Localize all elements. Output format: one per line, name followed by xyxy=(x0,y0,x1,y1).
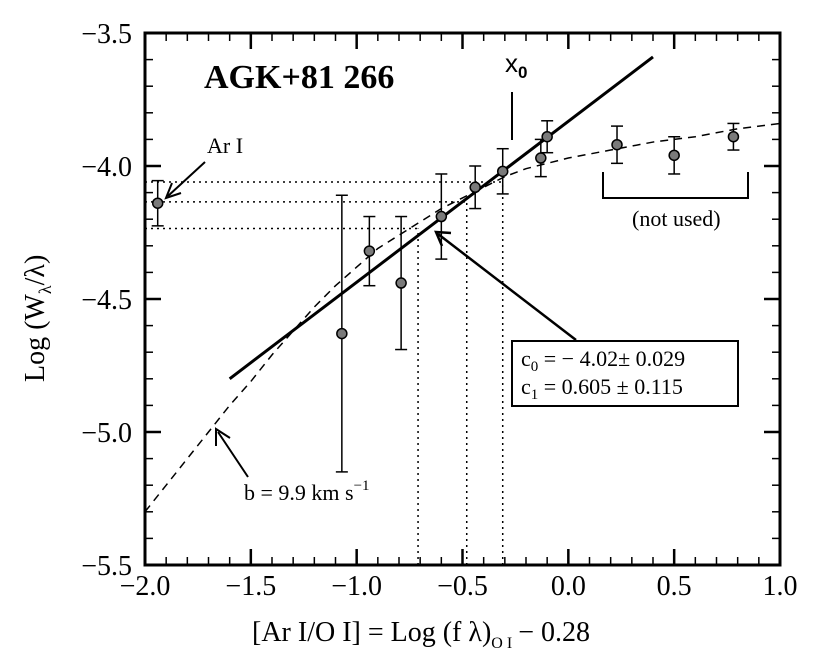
fit-box-arrow xyxy=(437,233,577,341)
y-axis-label-pre: Log (W xyxy=(20,294,51,382)
x0-label-main: x xyxy=(505,48,518,78)
fit-c1-rest: = 0.605 ± 0.115 xyxy=(538,374,683,399)
ar-i-label: Ar I xyxy=(207,133,243,158)
fit-box-arrowhead xyxy=(434,230,452,247)
x-axis-label-sub: O I xyxy=(491,635,512,652)
data-point xyxy=(496,165,509,178)
b-label-sup: −1 xyxy=(354,478,370,494)
y-axis-label: Log (Wλ/λ) xyxy=(20,255,55,382)
data-point xyxy=(435,210,448,223)
axis-ticks xyxy=(143,31,782,567)
y-axis-label-post: /λ) xyxy=(20,255,51,286)
data-point xyxy=(535,152,547,164)
y-tick-label: −5.5 xyxy=(81,551,132,582)
x-tick-label: 0.0 xyxy=(551,571,586,602)
x-axis-label: [Ar I/O I] = Log (f λ)O I − 0.28 xyxy=(252,617,590,652)
ar-i-arrow xyxy=(167,161,206,197)
plot-frame xyxy=(143,31,782,567)
b-label-arrowhead xyxy=(215,427,231,446)
data-point xyxy=(336,327,348,340)
fit-c1-sub: 1 xyxy=(531,387,539,403)
b-parameter-label: b = 9.9 km s−1 xyxy=(244,478,370,505)
curve-of-growth xyxy=(144,122,781,513)
x-tick-label: 1.0 xyxy=(763,571,798,602)
fit-parameters-box xyxy=(511,340,739,407)
chart-title: AGK+81 266 xyxy=(204,59,394,96)
x-tick-label: −0.5 xyxy=(437,571,488,602)
y-axis-label-sub: λ xyxy=(35,285,55,294)
b-label-arrow xyxy=(217,431,249,478)
b-label-main: b = 9.9 km s xyxy=(244,480,354,505)
fit-c1-text: c1 = 0.605 ± 0.115 xyxy=(521,374,683,403)
x-axis-label-tail: − 0.28 xyxy=(518,617,590,648)
x-tick-label: −1.5 xyxy=(225,571,276,602)
fit-c0-text: c0 = − 4.02± 0.029 xyxy=(521,346,685,375)
ar-i-arrowhead xyxy=(164,182,182,200)
x-tick-label: −1.0 xyxy=(331,571,382,602)
x0-label-sub: 0 xyxy=(518,63,527,82)
x-axis-label-main: [Ar I/O I] = Log (f λ) xyxy=(252,617,491,648)
data-point xyxy=(469,181,481,194)
curve-of-growth-line xyxy=(144,122,781,513)
not-used-label: (not used) xyxy=(632,206,721,231)
data-points xyxy=(151,120,740,473)
y-tick-label: −3.5 xyxy=(81,19,132,50)
x-tick-label: −2.0 xyxy=(120,571,171,602)
dotted-guide-lines xyxy=(145,181,504,565)
y-tick-label: −4.0 xyxy=(81,152,132,183)
fit-c1-pre: c xyxy=(521,374,531,399)
data-point xyxy=(151,197,164,209)
data-point xyxy=(727,130,740,143)
data-point xyxy=(363,245,376,257)
annotations: AGK+81 266 x0 Ar I (not used) c0 = − 4.0… xyxy=(164,48,749,505)
data-point xyxy=(611,138,623,151)
data-point xyxy=(541,130,553,143)
x-tick-label: 0.5 xyxy=(657,571,692,602)
y-tick-label: −5.0 xyxy=(81,418,132,449)
fit-c0-sub: 0 xyxy=(531,359,539,375)
y-tick-label: −4.5 xyxy=(81,285,132,316)
fit-c0-rest: = − 4.02± 0.029 xyxy=(538,346,685,371)
data-point xyxy=(395,277,407,289)
data-point xyxy=(668,149,680,162)
fit-c0-pre: c xyxy=(521,346,531,371)
not-used-bracket xyxy=(602,172,749,199)
tick-labels: −2.0 −1.5 −1.0 −0.5 0.0 0.5 1.0 −5.5 −5.0 −4.5 −4.… xyxy=(81,19,797,602)
x0-label: x0 xyxy=(505,48,527,82)
